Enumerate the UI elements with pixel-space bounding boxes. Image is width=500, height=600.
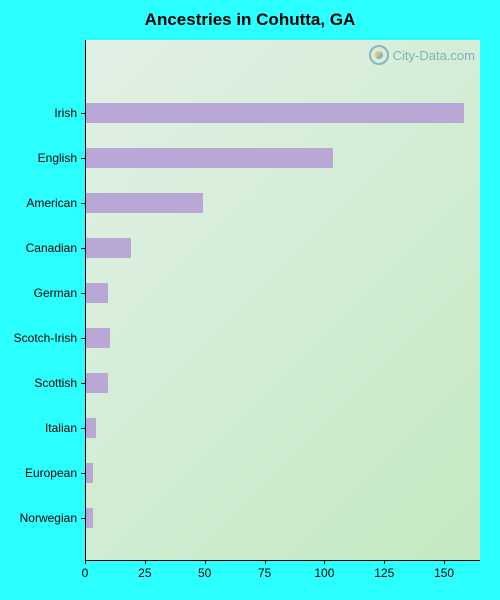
y-axis-label: Canadian — [26, 241, 77, 255]
y-axis-label: English — [38, 151, 77, 165]
chart-plot-area — [85, 40, 480, 560]
bar — [86, 328, 110, 348]
y-axis-label: Italian — [45, 421, 77, 435]
bar — [86, 238, 131, 258]
bar — [86, 283, 108, 303]
x-axis-label: 100 — [314, 566, 334, 580]
bar — [86, 508, 93, 528]
y-axis-label: German — [34, 286, 77, 300]
y-axis-label: Scotch-Irish — [14, 331, 77, 345]
bar — [86, 193, 203, 213]
y-axis-label: American — [26, 196, 77, 210]
bar — [86, 463, 93, 483]
chart-title: Ancestries in Cohutta, GA — [0, 10, 500, 30]
x-axis-label: 125 — [374, 566, 394, 580]
x-axis: 0 25 50 75 100 125 150 — [85, 560, 480, 590]
bar — [86, 373, 108, 393]
x-axis-label: 0 — [82, 566, 89, 580]
y-axis-label: Irish — [54, 106, 77, 120]
y-axis: Irish English American Canadian German Scotch… — [0, 40, 85, 560]
bar — [86, 148, 333, 168]
x-axis-label: 50 — [198, 566, 211, 580]
bar — [86, 103, 464, 123]
x-axis-label: 25 — [138, 566, 151, 580]
watermark-text: City-Data.com — [393, 48, 475, 63]
y-axis-label: Norwegian — [20, 511, 77, 525]
bar — [86, 418, 96, 438]
globe-icon — [369, 45, 389, 65]
x-axis-label: 75 — [258, 566, 271, 580]
y-axis-label: European — [25, 466, 77, 480]
y-axis-label: Scottish — [34, 376, 77, 390]
x-axis-label: 150 — [434, 566, 454, 580]
chart-container: Ancestries in Cohutta, GA City-Data.com … — [0, 0, 500, 600]
watermark: City-Data.com — [369, 45, 475, 65]
